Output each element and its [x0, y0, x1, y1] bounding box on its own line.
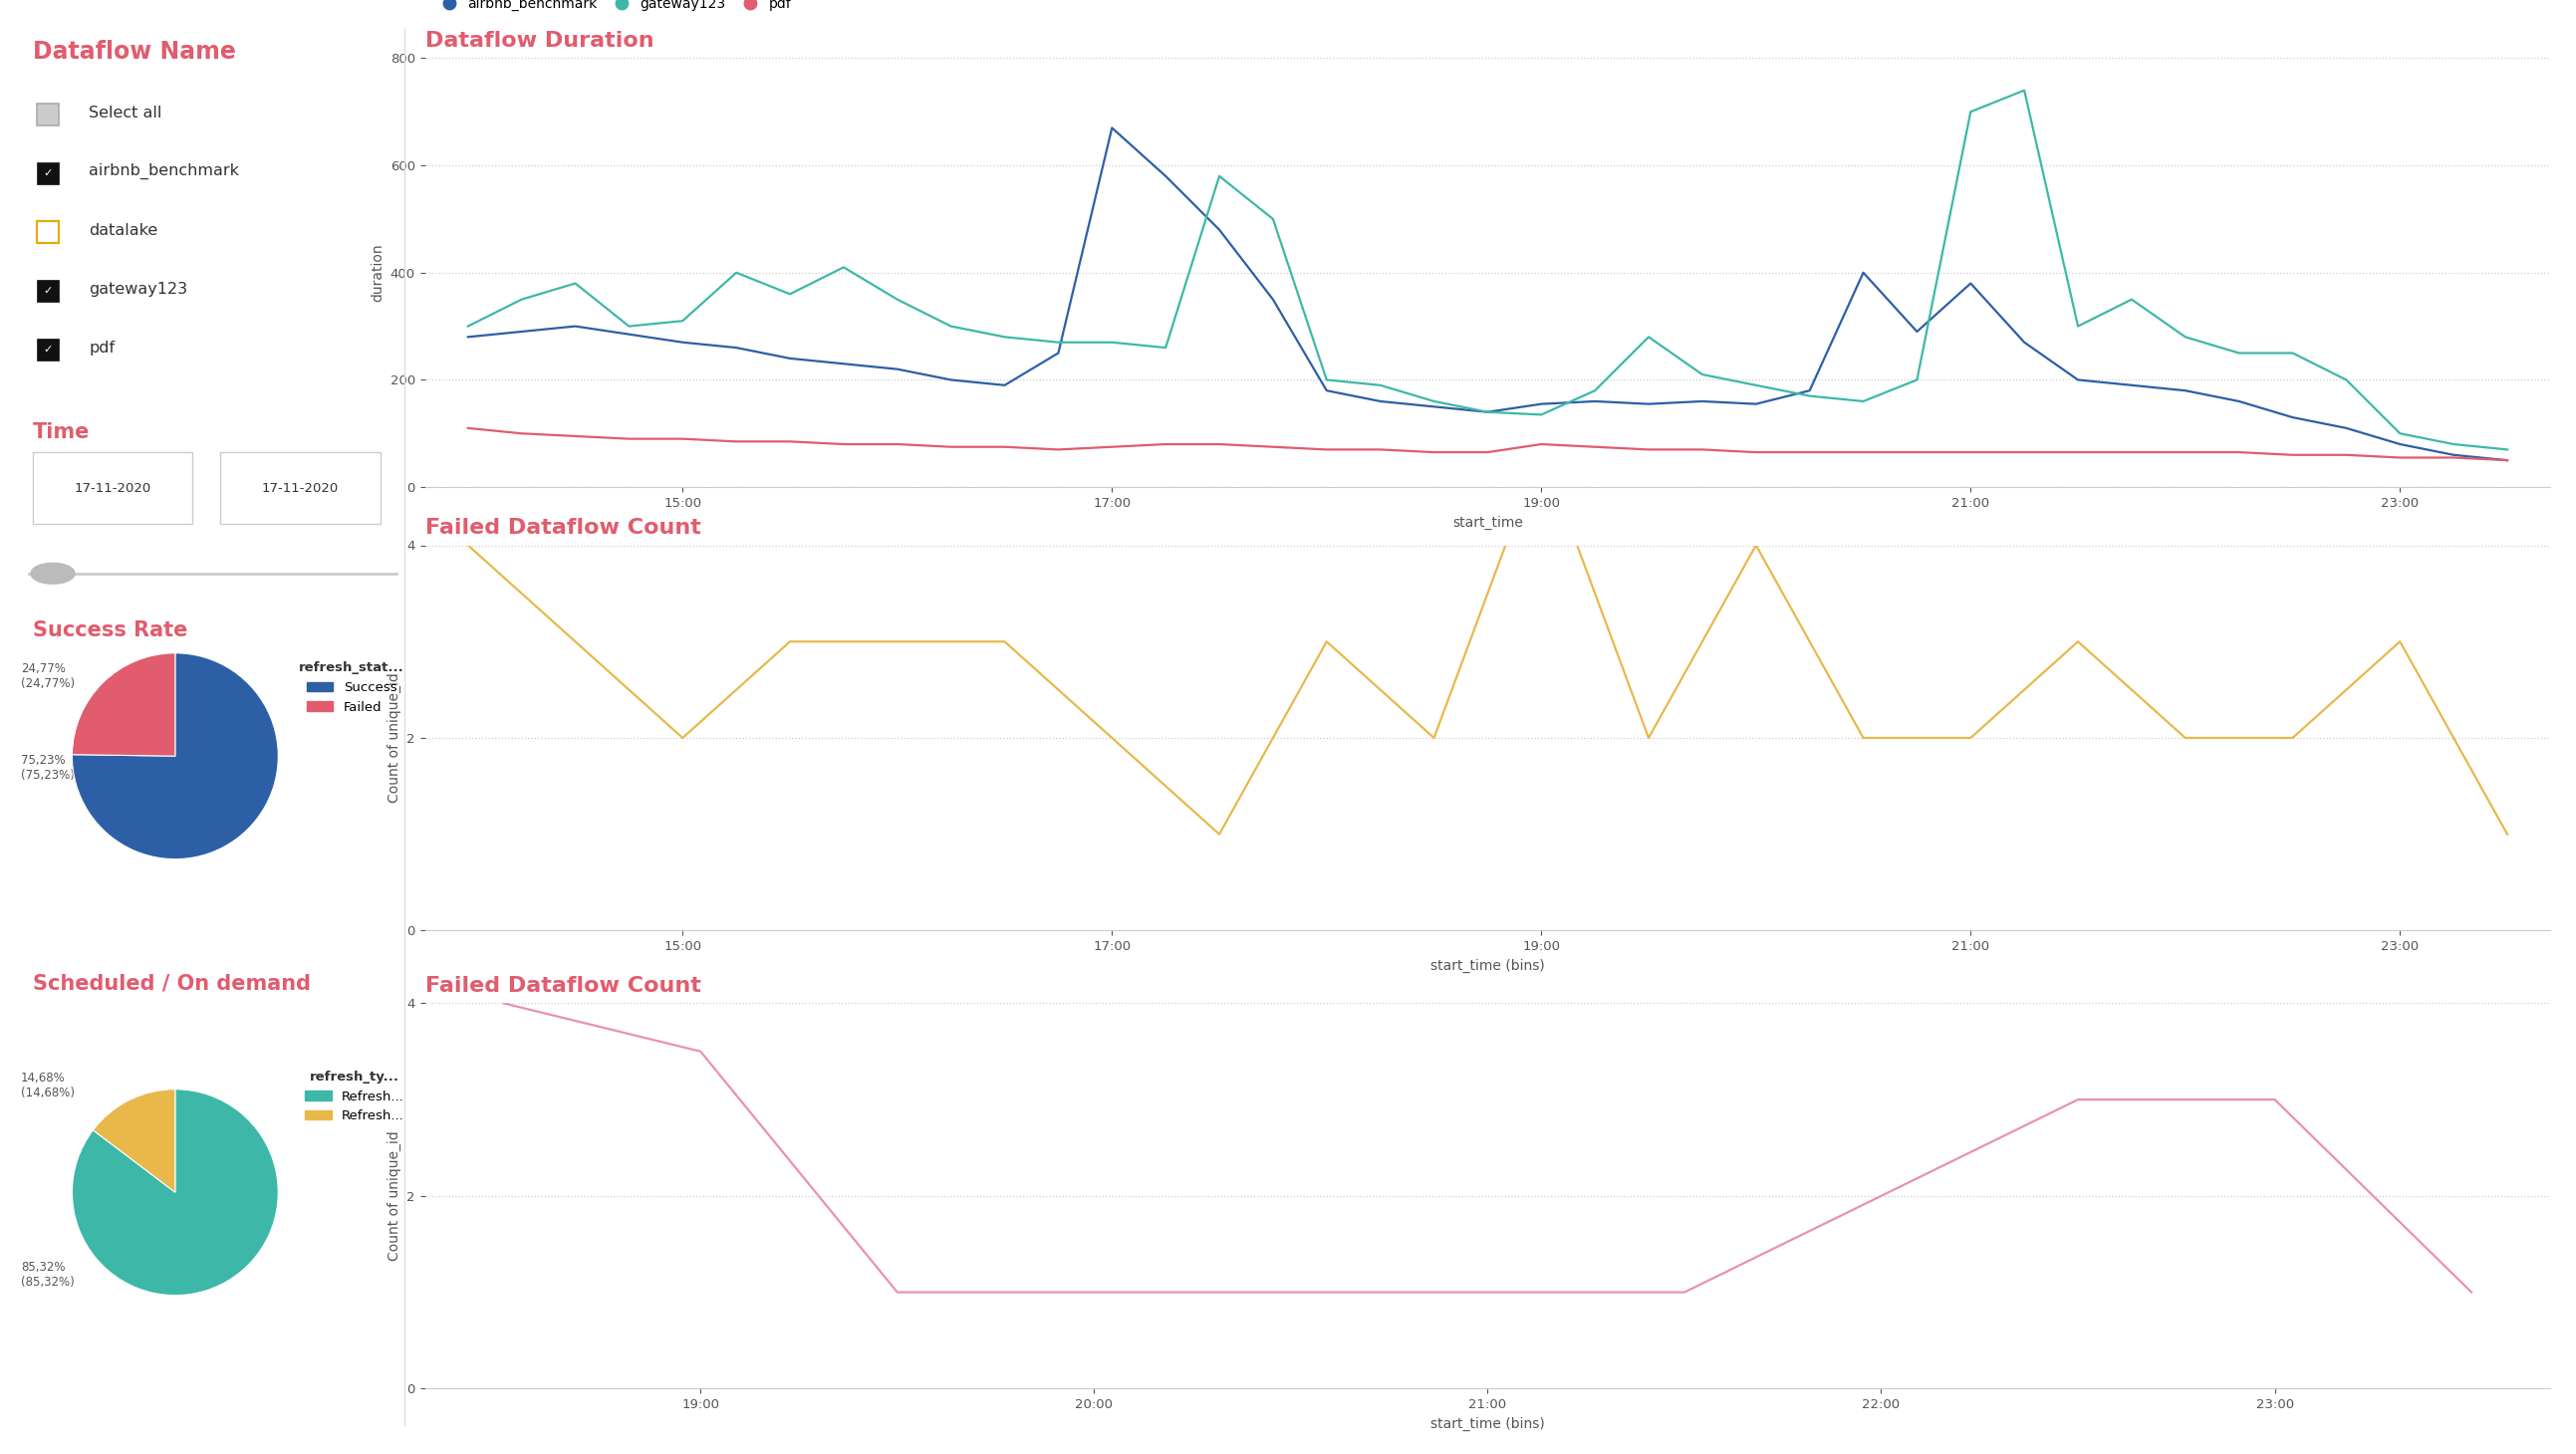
FancyBboxPatch shape	[33, 452, 193, 525]
Text: airbnb_benchmark: airbnb_benchmark	[88, 163, 240, 180]
Text: Time: Time	[33, 422, 90, 442]
Y-axis label: duration: duration	[371, 243, 384, 302]
Text: datalake: datalake	[88, 222, 157, 238]
Text: Dataflow Duration: Dataflow Duration	[425, 31, 654, 51]
Y-axis label: Count of unique_id: Count of unique_id	[386, 1131, 402, 1261]
Wedge shape	[93, 1089, 175, 1192]
Wedge shape	[72, 653, 278, 859]
Text: 17-11-2020: 17-11-2020	[263, 481, 340, 494]
Text: ✓: ✓	[44, 286, 52, 295]
Text: 75,23%
(75,23%): 75,23% (75,23%)	[21, 753, 75, 782]
Wedge shape	[72, 653, 175, 756]
Legend: airbnb_benchmark, gateway123, pdf: airbnb_benchmark, gateway123, pdf	[430, 0, 796, 16]
Text: pdf: pdf	[88, 340, 116, 355]
Text: Dataflow Name: Dataflow Name	[33, 39, 237, 64]
Text: ✓: ✓	[44, 169, 52, 179]
Wedge shape	[72, 1089, 278, 1296]
Legend: Refresh..., Refresh...: Refresh..., Refresh...	[299, 1066, 410, 1128]
X-axis label: start_time (bins): start_time (bins)	[1430, 1416, 1546, 1431]
Text: Select all: Select all	[88, 105, 162, 121]
Text: Failed Dataflow Count: Failed Dataflow Count	[425, 976, 701, 996]
FancyBboxPatch shape	[36, 339, 59, 361]
FancyBboxPatch shape	[36, 163, 59, 185]
FancyBboxPatch shape	[36, 281, 59, 301]
Text: Scheduled / On demand: Scheduled / On demand	[33, 973, 312, 993]
Text: 14,68%
(14,68%): 14,68% (14,68%)	[21, 1072, 75, 1099]
Text: 24,77%
(24,77%): 24,77% (24,77%)	[21, 662, 75, 691]
Text: gateway123: gateway123	[88, 282, 188, 297]
FancyBboxPatch shape	[36, 103, 59, 125]
Text: Success Rate: Success Rate	[33, 621, 188, 640]
Circle shape	[31, 563, 75, 585]
FancyBboxPatch shape	[36, 221, 59, 243]
X-axis label: start_time: start_time	[1453, 515, 1522, 529]
Text: 85,32%
(85,32%): 85,32% (85,32%)	[21, 1261, 75, 1290]
Y-axis label: Count of unique_id: Count of unique_id	[386, 673, 402, 803]
X-axis label: start_time (bins): start_time (bins)	[1430, 958, 1546, 973]
Text: 17-11-2020: 17-11-2020	[75, 481, 152, 494]
Legend: Success, Failed: Success, Failed	[294, 657, 410, 718]
Text: Failed Dataflow Count: Failed Dataflow Count	[425, 518, 701, 538]
Text: ✓: ✓	[44, 345, 52, 355]
FancyBboxPatch shape	[222, 452, 381, 525]
